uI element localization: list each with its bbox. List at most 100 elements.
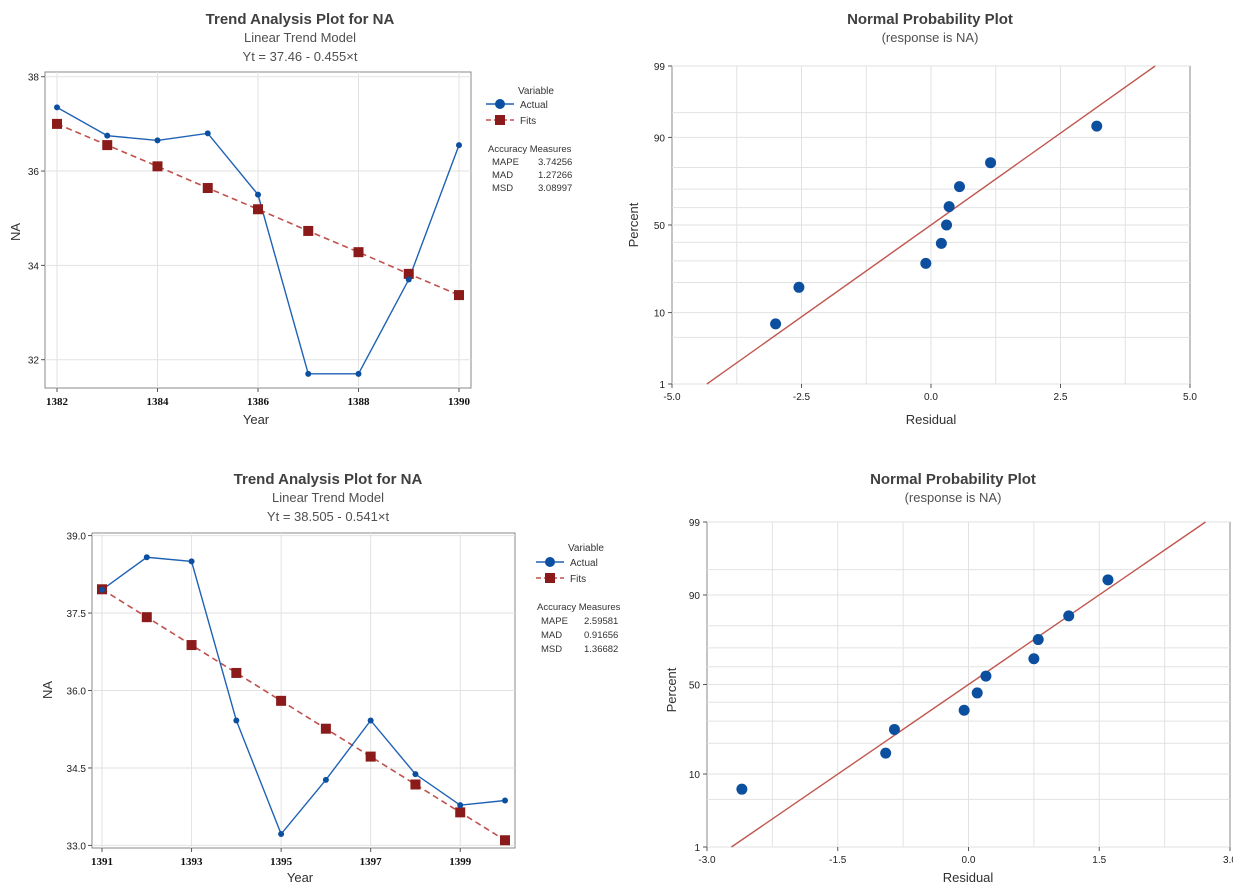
trend-2-title: Trend Analysis Plot for NA [234, 471, 423, 488]
trend-2-accuracy-heading: Accuracy Measures [537, 602, 621, 613]
trend-1-acc-name-1: MAD [492, 170, 513, 181]
trend-1-fits-point-3 [202, 183, 213, 194]
prob-2-ytick-label-2: 50 [689, 681, 701, 692]
trend-2-acc-value-2: 1.36682 [584, 644, 618, 655]
prob-2-subtitle: (response is NA) [905, 490, 1002, 505]
prob-1-xtick-label-4: 5.0 [1183, 392, 1197, 403]
prob-1-point-1 [793, 281, 805, 293]
trend-2-actual-point-0 [99, 586, 105, 593]
trend-1-grid [45, 72, 471, 388]
trend-2-ticks: 33.0 34.5 36.0 37.5 39.0 1391 1393 1395 1397 1399 [67, 532, 472, 868]
prob-1-point-8 [1091, 120, 1103, 132]
trend-1-actual-point-0 [54, 104, 60, 111]
prob-2-point-2 [888, 723, 900, 735]
trend-1-ytick-label-2: 36 [28, 167, 40, 178]
prob-1-point-6 [953, 181, 965, 193]
prob-2-point-5 [980, 670, 992, 682]
trend-1-actual-point-1 [104, 132, 111, 139]
prob-1-xlabel: Residual [906, 412, 957, 427]
trend-1-legend-fits-marker [495, 115, 505, 125]
prob-2-point-1 [880, 747, 892, 759]
trend-2-xtick-label-4: 1399 [449, 856, 472, 868]
trend-2-series [97, 554, 510, 846]
prob-1-ytick-label-4: 99 [654, 62, 666, 73]
trend-1-accuracy: Accuracy Measures MAPE 3.74256 MAD 1.272… [488, 144, 572, 194]
trend-1-actual-point-8 [456, 142, 462, 149]
trend-1-fits-point-5 [303, 225, 314, 236]
trend-2-actual-line [101, 556, 506, 836]
trend-2-actual-point-3 [233, 717, 240, 724]
prob-2-point-4 [971, 687, 983, 699]
trend-1-fits-point-8 [454, 290, 464, 301]
trend-2-acc-name-2: MSD [541, 644, 562, 655]
trend-1-fits-point-0 [52, 118, 62, 129]
trend-1-legend-fits-label: Fits [520, 116, 536, 127]
trend-2-legend-fits-label: Fits [570, 574, 586, 585]
trend-2-xtick-label-3: 1397 [360, 856, 383, 868]
prob-2-points [731, 521, 1206, 848]
prob-1-ytick-label-2: 50 [654, 221, 666, 232]
prob-2-ytick-label-3: 90 [689, 591, 701, 602]
prob-2-point-0 [736, 783, 748, 795]
prob-1-ticks: 1 10 50 90 99 -5.0 -2.5 0.0 2.5 5.0 [654, 62, 1198, 403]
trend-2-fits-point-7 [410, 779, 421, 790]
trend-2-grid [92, 533, 515, 848]
trend-2-equation: Yt = 38.505 - 0.541×t [267, 509, 390, 524]
trend-2-fits-point-4 [276, 695, 287, 706]
trend-2-ytick-label-1: 34.5 [67, 764, 87, 775]
trend-1-title: Trend Analysis Plot for NA [206, 11, 395, 28]
trend-1-acc-value-2: 3.08997 [538, 183, 572, 194]
trend-2-actual-point-9 [502, 797, 508, 804]
prob-2-reference-line [731, 521, 1206, 848]
trend-1-acc-name-0: MAPE [492, 157, 519, 168]
trend-chart-1: Trend Analysis Plot for NA Linear Trend … [8, 11, 572, 427]
trend-2-fits-point-8 [455, 807, 466, 818]
trend-2-actual-point-8 [457, 802, 464, 809]
trend-2-fits-point-9 [500, 835, 510, 846]
trend-2-actual-point-1 [143, 554, 150, 561]
prob-1-point-0 [770, 318, 782, 330]
prob-2-point-3 [958, 704, 970, 716]
trend-2-ytick-label-2: 36.0 [67, 687, 87, 698]
trend-1-fits-point-4 [253, 204, 263, 215]
trend-1-subtitle: Linear Trend Model [244, 30, 356, 45]
trend-1-legend-actual-label: Actual [520, 100, 548, 111]
trend-2-acc-name-1: MAD [541, 630, 562, 641]
trend-1-fits-point-6 [353, 247, 364, 258]
prob-1-ylabel: Percent [626, 202, 641, 247]
prob-2-xtick-label-4: 3.0 [1223, 855, 1233, 866]
prob-1-title: Normal Probability Plot [847, 11, 1013, 28]
trend-1-xtick-label-1: 1384 [147, 396, 170, 408]
trend-2-acc-value-0: 2.59581 [584, 616, 618, 627]
trend-1-actual-point-3 [204, 130, 211, 137]
prob-1-point-7 [985, 157, 997, 169]
trend-1-actual-point-5 [305, 370, 312, 377]
trend-1-xtick-label-0: 1382 [46, 396, 69, 408]
trend-chart-2: Trend Analysis Plot for NA Linear Trend … [40, 471, 621, 885]
prob-1-subtitle: (response is NA) [882, 30, 979, 45]
trend-2-actual-point-2 [188, 558, 195, 565]
prob-2-xtick-label-0: -3.0 [698, 855, 716, 866]
trend-1-legend-actual-marker [495, 99, 505, 109]
trend-2-xtick-label-0: 1391 [91, 856, 113, 868]
trend-1-actual-point-7 [405, 276, 412, 283]
trend-2-fits-point-1 [141, 612, 152, 623]
trend-2-fits-point-3 [231, 667, 242, 678]
prob-1-point-4 [941, 219, 953, 231]
trend-2-xtick-label-1: 1393 [181, 856, 204, 868]
trend-2-xtick-label-2: 1395 [270, 856, 293, 868]
trend-1-xtick-label-3: 1388 [348, 396, 371, 408]
prob-1-ytick-label-1: 10 [654, 309, 666, 320]
trend-2-accuracy: Accuracy Measures MAPE 2.59581 MAD 0.916… [537, 602, 621, 655]
trend-1-ylabel: NA [8, 223, 23, 241]
trend-2-legend-actual-marker [545, 557, 555, 567]
trend-2-actual-point-7 [412, 771, 419, 778]
trend-2-legend-actual-label: Actual [570, 558, 598, 569]
trend-2-xlabel: Year [287, 870, 314, 885]
trend-1-fits-point-2 [152, 161, 163, 172]
prob-1-point-3 [935, 237, 947, 249]
prob-1-ytick-label-3: 90 [654, 133, 666, 144]
trend-1-legend: Variable Actual Fits [486, 86, 554, 127]
trend-1-xlabel: Year [243, 412, 270, 427]
prob-1-xtick-label-1: -2.5 [793, 392, 811, 403]
